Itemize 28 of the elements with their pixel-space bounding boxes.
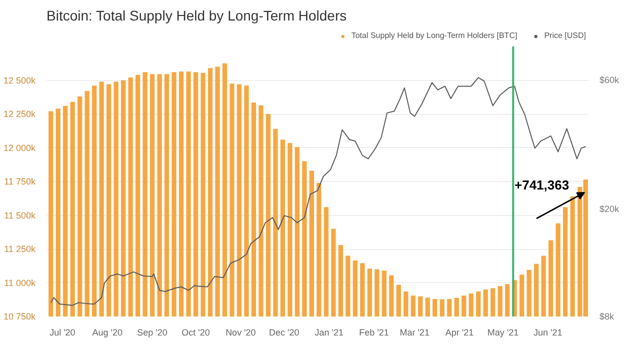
annotation: +741,363	[514, 178, 570, 192]
x-tick-label: Oct '20	[182, 328, 210, 338]
x-tick-label: Sep '20	[137, 328, 168, 338]
x-tick-label: Aug '20	[92, 328, 122, 338]
x-tick-label: Apr '21	[445, 328, 474, 338]
y-tick-label: 11 250k	[4, 244, 36, 254]
x-tick-label: Dec '20	[269, 328, 300, 338]
legend-label: Price [USD]	[544, 31, 586, 40]
y-tick-label: 11 000k	[4, 278, 36, 288]
y2-tick-label: $60k	[600, 75, 620, 86]
x-tick-label: Jan '21	[314, 328, 344, 338]
y-tick-label: 11 500k	[4, 210, 36, 220]
x-tick-label: Mar '21	[400, 328, 430, 338]
y2-tick-label: $8k	[600, 312, 615, 322]
x-tick-label: Nov '20	[226, 328, 256, 338]
x-tick-label: Jul '20	[50, 328, 76, 338]
chart-title: Bitcoin: Total Supply Held by Long-Term Holders	[46, 8, 347, 24]
y-tick-label: 12 500k	[3, 75, 36, 86]
y-tick-label: 11 750k	[4, 176, 36, 186]
x-tick-label: Jun '21	[534, 328, 562, 338]
y-tick-label: 12 250k	[3, 109, 36, 119]
legend-label: Total Supply Held by Long-Term Holders [BTC]	[351, 31, 518, 40]
y-tick-label: 12 000k	[3, 142, 36, 153]
x-tick-label: May '21	[487, 328, 519, 338]
x-tick-label: Feb '21	[359, 328, 389, 338]
y-tick-label: 10 750k	[3, 312, 36, 322]
line-series	[50, 77, 586, 306]
y2-tick-label: $20k	[600, 204, 620, 214]
